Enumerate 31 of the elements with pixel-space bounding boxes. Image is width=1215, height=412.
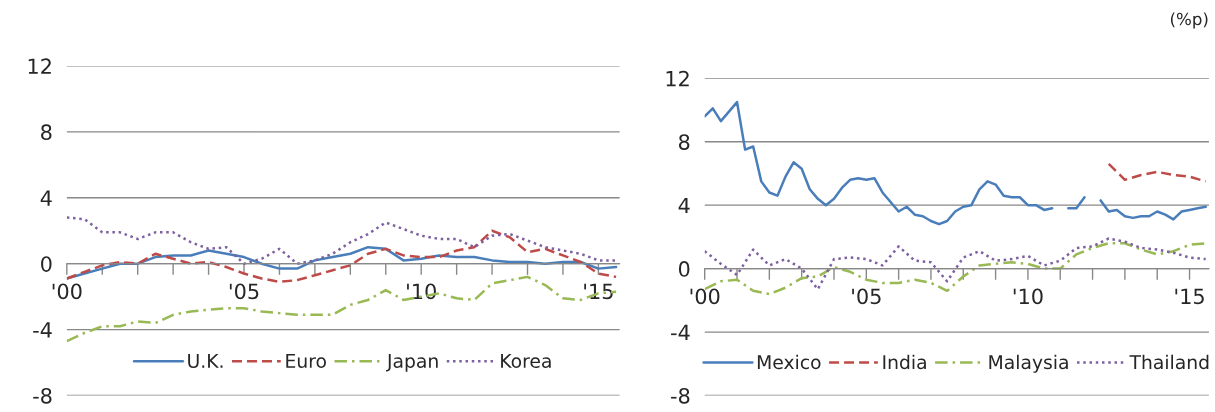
y-tick-label: -8 bbox=[33, 387, 52, 404]
y-tick-label: 8 bbox=[41, 124, 52, 141]
x-tick-label: '15 bbox=[584, 283, 613, 300]
y-tick-label: 4 bbox=[40, 190, 52, 206]
y-tick-label: 4 bbox=[678, 197, 690, 214]
x-tick-label: '05 bbox=[229, 283, 259, 300]
y-tick-label: 0 bbox=[678, 261, 690, 277]
line-series bbox=[66, 229, 618, 284]
legend-label: Japan bbox=[386, 354, 438, 372]
x-tick-label: '05 bbox=[852, 288, 881, 305]
x-tick-label: '00 bbox=[690, 288, 720, 305]
legend-label: Thailand bbox=[1129, 354, 1209, 370]
y-tick-label: 8 bbox=[678, 134, 690, 150]
legend-label: Euro bbox=[286, 354, 326, 368]
y-tick-label: -4 bbox=[671, 324, 690, 340]
y-tick-label: -4 bbox=[33, 322, 52, 338]
legend-label: Mexico bbox=[757, 354, 821, 370]
y-tick-label: 0 bbox=[41, 256, 52, 272]
y-tick-label: 12 bbox=[666, 70, 689, 87]
y-tick-label: -8 bbox=[671, 387, 690, 404]
legend-label: U.K. bbox=[188, 354, 223, 368]
x-tick-label: '10 bbox=[1013, 288, 1043, 305]
x-tick-label: '15 bbox=[1175, 288, 1204, 305]
line-series bbox=[1107, 162, 1207, 183]
legend-label: Korea bbox=[501, 354, 551, 368]
legend-label: India bbox=[883, 354, 926, 370]
x-tick-label: '10 bbox=[407, 283, 436, 300]
x-tick-label: '00 bbox=[52, 283, 82, 300]
legend-label: Malaysia bbox=[989, 354, 1068, 373]
text: (%p) bbox=[1170, 12, 1208, 29]
y-tick-label: 12 bbox=[28, 58, 51, 74]
